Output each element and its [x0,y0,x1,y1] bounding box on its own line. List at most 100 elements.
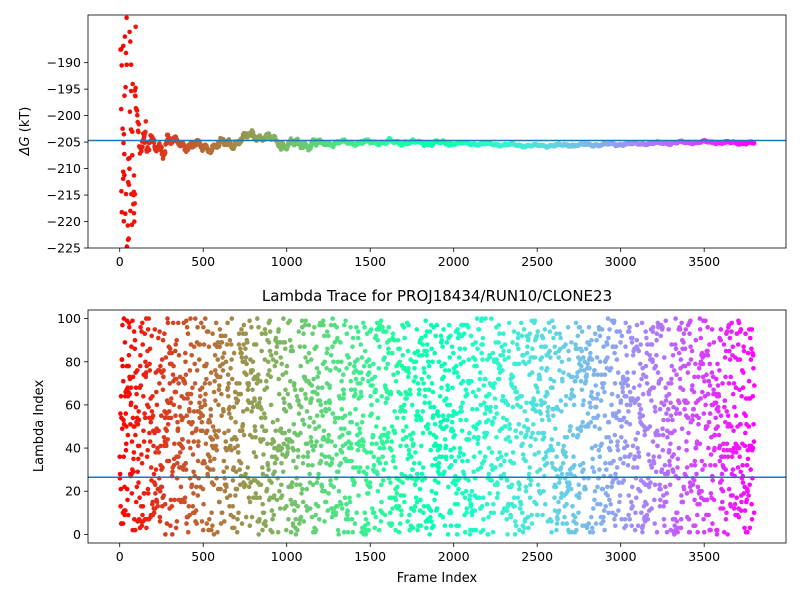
lambda-point [543,454,549,460]
lambda-point [682,363,688,369]
lambda-point [307,471,313,477]
lambda-point [581,398,586,403]
lambda-point [528,478,534,483]
lambda-point [136,456,141,462]
lambda-point [627,517,632,522]
y-tick-label: −190 [47,55,81,70]
lambda-point [394,415,400,421]
lambda-point [515,331,521,337]
lambda-point [653,409,658,414]
lambda-point [729,320,734,326]
lambda-point [169,396,174,401]
lambda-point [418,417,424,423]
lambda-point [250,359,256,365]
lambda-point [516,361,522,367]
lambda-point [745,488,750,494]
lambda-point [411,378,417,384]
lambda-point [300,417,306,423]
lambda-point [484,430,490,436]
lambda-point [314,366,320,371]
lambda-point [526,525,531,531]
lambda-point [162,331,167,337]
lambda-point [264,385,270,391]
lambda-point [427,532,433,537]
lambda-point [239,355,245,360]
lambda-point [722,404,727,410]
lambda-point [557,368,562,373]
lambda-point [653,363,659,369]
lambda-point [568,471,574,477]
lambda-point [159,484,165,490]
lambda-point [212,353,218,358]
lambda-point [538,411,543,416]
lambda-point [587,342,592,347]
lambda-point [291,447,296,453]
lambda-point [129,439,135,444]
lambda-point [476,327,482,332]
lambda-point [147,361,152,367]
lambda-point [165,437,170,442]
lambda-point [488,404,493,410]
lambda-point [188,316,193,321]
lambda-point [734,495,739,501]
lambda-point [259,406,264,412]
lambda-point [427,430,433,436]
lambda-point [392,430,398,436]
lambda-point [259,348,265,354]
lambda-point [546,320,552,326]
lambda-point [376,456,381,462]
lambda-point [210,523,215,528]
lambda-point [153,467,159,472]
lambda-point [553,484,559,490]
y-tick-label: −210 [47,161,81,176]
lambda-point [553,350,558,356]
lambda-point [570,374,575,380]
lambda-point [166,458,172,464]
lambda-point [311,376,316,382]
lambda-point [456,523,462,528]
lambda-points [117,316,757,537]
lambda-point [664,529,670,535]
lambda-point [719,471,725,477]
lambda-point [598,501,603,507]
lambda-point [137,363,143,369]
lambda-point [527,331,533,337]
lambda-point [291,458,296,464]
lambda-point [671,469,676,475]
lambda-point [617,499,622,505]
lambda-point [638,361,643,367]
lambda-point [652,482,658,488]
lambda-point [448,523,454,528]
lambda-point [303,391,308,397]
lambda-point [385,430,391,436]
dg-point [143,129,148,135]
lambda-point [750,445,756,451]
lambda-point [563,394,569,399]
lambda-point [229,357,234,362]
lambda-point [327,400,333,406]
lambda-point [123,411,129,416]
lambda-point [535,329,541,334]
lambda-point [414,327,420,332]
lambda-point [473,527,479,533]
lambda-point [242,482,248,488]
lambda-point [645,342,650,347]
lambda-point [715,404,721,410]
lambda-point [244,372,249,378]
lambda-point [238,346,243,352]
lambda-point [301,331,306,337]
lambda-point [431,523,436,528]
lambda-point [347,495,352,501]
lambda-point [516,486,522,492]
lambda-point [553,331,559,337]
x-tick-label: 500 [191,549,215,564]
lambda-point [193,508,199,513]
lambda-point [220,368,226,373]
lambda-point [305,463,311,468]
lambda-point [684,439,689,444]
lambda-point [729,424,734,429]
lambda-point [316,370,322,375]
lambda-point [308,506,313,511]
lambda-point [504,478,510,483]
lambda-point [733,413,739,419]
